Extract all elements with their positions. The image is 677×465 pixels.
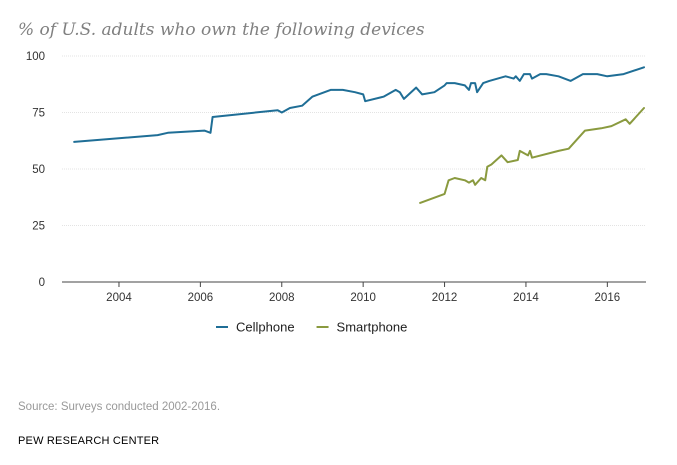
y-tick-label: 50 [32, 164, 45, 176]
series-line-cellphone [73, 66, 645, 143]
x-tick-label: 2010 [350, 292, 376, 304]
series-line-smartphone [419, 107, 645, 204]
y-tick-label: 100 [26, 51, 45, 63]
source-note: Source: Surveys conducted 2002-2016. [18, 401, 221, 413]
x-tick-label: 2016 [595, 292, 621, 304]
x-tick-label: 2012 [432, 292, 458, 304]
legend: Cellphone Smartphone [216, 320, 407, 335]
x-tick-label: 2014 [513, 292, 539, 304]
y-tick-label: 75 [32, 108, 45, 120]
chart-title: % of U.S. adults who own the following d… [18, 20, 425, 40]
x-tick-label: 2004 [106, 292, 132, 304]
legend-label-cellphone: Cellphone [236, 320, 295, 335]
y-tick-label: 0 [39, 277, 45, 289]
footer-credit: PEW RESEARCH CENTER [18, 435, 160, 447]
legend-label-smartphone: Smartphone [337, 320, 408, 335]
y-tick-label: 25 [32, 221, 45, 233]
x-tick-label: 2006 [188, 292, 214, 304]
x-tick-label: 2008 [269, 292, 295, 304]
axes: 0 25 50 75 100 2004 2006 2008 2010 2012 2014 2016 [26, 51, 646, 304]
series-lines [73, 66, 645, 204]
gridlines [62, 55, 646, 283]
